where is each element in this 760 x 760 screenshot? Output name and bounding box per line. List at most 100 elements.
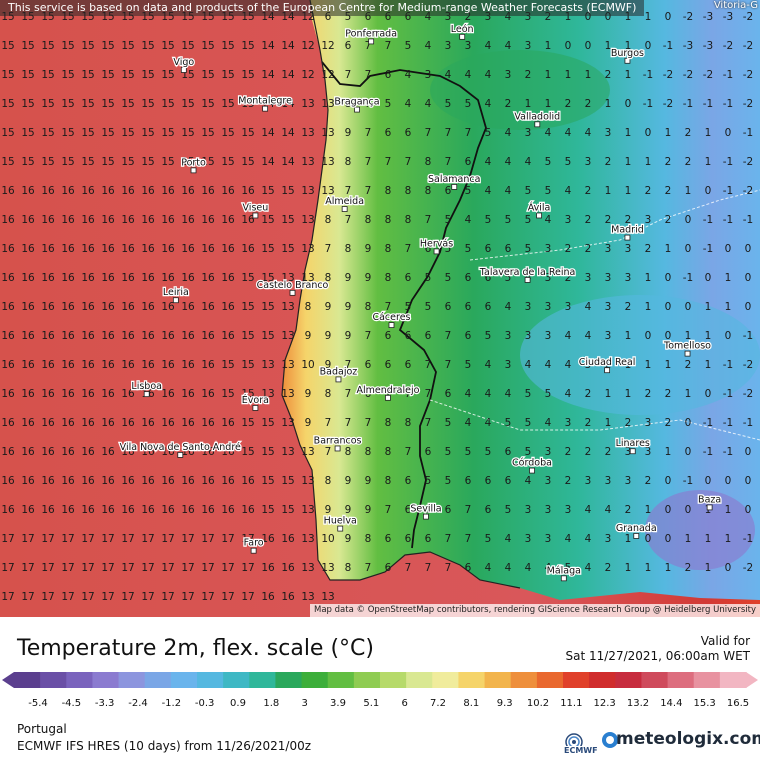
city-marker[interactable]: Sevilla: [409, 502, 443, 520]
grid-temperature-value: 5: [565, 562, 572, 574]
grid-temperature-value: 15: [261, 475, 274, 487]
city-marker[interactable]: Salamanca: [427, 173, 482, 190]
grid-temperature-value: 16: [201, 214, 215, 226]
city-marker[interactable]: Granada: [615, 522, 658, 539]
grid-temperature-value: 16: [41, 475, 55, 487]
grid-temperature-value: 15: [241, 446, 254, 458]
city-marker[interactable]: Málaga: [545, 564, 582, 582]
city-marker[interactable]: Almeida: [324, 195, 365, 212]
grid-temperature-value: 4: [545, 417, 552, 429]
grid-temperature-value: 16: [81, 301, 95, 313]
city-marker[interactable]: Vigo: [172, 56, 196, 73]
grid-temperature-value: 16: [161, 475, 175, 487]
grid-temperature-value: 15: [41, 69, 54, 81]
city-marker[interactable]: Ávila: [526, 200, 552, 219]
city-marker[interactable]: Almendralejo: [355, 384, 421, 401]
city-label: Ávila: [528, 201, 551, 213]
city-marker[interactable]: Madrid: [610, 223, 645, 241]
city-label: Ciudad Real: [579, 357, 636, 368]
color-scale-swatch: [353, 672, 381, 688]
grid-temperature-value: 13: [261, 388, 274, 400]
city-marker[interactable]: Porto: [180, 156, 207, 174]
grid-temperature-value: 0: [625, 98, 632, 110]
brand-area[interactable]: ECMWF meteologix.com: [564, 728, 760, 758]
city-marker[interactable]: Hervás: [419, 237, 454, 255]
city-marker[interactable]: Baza: [697, 493, 722, 511]
grid-temperature-value: 4: [425, 98, 432, 110]
grid-temperature-value: 5: [445, 214, 452, 226]
city-marker[interactable]: Vila Nova de Santo André: [118, 441, 242, 458]
grid-temperature-value: 17: [221, 562, 234, 574]
grid-temperature-value: 0: [565, 40, 572, 52]
city-marker[interactable]: Faro: [242, 536, 265, 554]
grid-temperature-value: 3: [565, 417, 572, 429]
grid-temperature-value: 4: [465, 214, 472, 226]
city-marker[interactable]: Barrancos: [312, 434, 363, 452]
grid-temperature-value: 16: [1, 388, 15, 400]
grid-temperature-value: 2: [505, 98, 512, 110]
city-marker[interactable]: Lisboa: [130, 380, 163, 398]
grid-temperature-value: 17: [121, 533, 134, 545]
grid-temperature-value: 0: [665, 11, 672, 23]
color-scale-tick-label: 11.1: [560, 698, 582, 708]
grid-temperature-value: 4: [405, 98, 412, 110]
city-marker[interactable]: Burgos: [610, 47, 645, 64]
city-marker[interactable]: Ciudad Real: [578, 356, 637, 374]
city-marker[interactable]: Leiria: [162, 286, 190, 304]
grid-temperature-value: 17: [81, 533, 94, 545]
grid-temperature-value: 3: [545, 475, 552, 487]
city-marker[interactable]: Valladolid: [513, 110, 561, 128]
grid-temperature-value: 4: [565, 330, 572, 342]
grid-temperature-value: 7: [405, 388, 412, 400]
grid-temperature-value: -2: [683, 11, 693, 23]
temperature-map[interactable]: 15 15 15 15 15 15 15 15 15 15 15 15 15 14 14 12 6 5 6 6 6 4 3 2…: [0, 0, 760, 617]
grid-temperature-value: 6: [425, 533, 432, 545]
grid-temperature-value: 9: [365, 475, 372, 487]
grid-temperature-value: 13: [301, 591, 314, 603]
grid-temperature-value: 15: [181, 40, 194, 52]
city-label: Vigo: [173, 57, 194, 68]
color-scale-swatch: [301, 672, 329, 688]
city-marker[interactable]: Montalegre: [237, 94, 293, 112]
grid-temperature-value: 6: [465, 272, 472, 284]
grid-temperature-value: 8: [425, 156, 432, 168]
grid-temperature-value: 16: [281, 533, 295, 545]
grid-temperature-value: 13: [301, 272, 314, 284]
city-marker[interactable]: Talavera de la Reina: [478, 266, 577, 283]
grid-temperature-value: 16: [201, 388, 215, 400]
grid-temperature-value: -1: [743, 214, 753, 226]
grid-temperature-value: 17: [201, 591, 214, 603]
city-marker[interactable]: Viseu: [241, 201, 270, 219]
city-marker[interactable]: Évora: [241, 393, 270, 411]
grid-temperature-value: 9: [345, 504, 352, 516]
grid-temperature-value: 9: [345, 330, 352, 342]
grid-temperature-value: 3: [465, 40, 472, 52]
city-marker[interactable]: Tomelloso: [662, 339, 712, 357]
city-marker[interactable]: León: [450, 23, 475, 40]
grid-temperature-value: 16: [1, 214, 15, 226]
city-marker[interactable]: Castelo Branco: [255, 279, 330, 296]
city-labels: León Ponferrada Vigo Burgos Montalegre Bragan…: [118, 23, 722, 582]
grid-temperature-value: 0: [585, 11, 592, 23]
city-marker[interactable]: Córdoba: [511, 456, 553, 474]
city-marker[interactable]: Badajoz: [318, 365, 359, 383]
city-marker[interactable]: Linares: [614, 437, 651, 455]
grid-temperature-value: 16: [221, 330, 235, 342]
city-marker[interactable]: Huelva: [322, 514, 358, 532]
grid-temperature-value: 15: [61, 98, 74, 110]
grid-temperature-value: 15: [1, 98, 14, 110]
grid-temperature-value: 17: [201, 562, 214, 574]
grid-temperature-value: 13: [301, 185, 314, 197]
city-marker[interactable]: Bragança: [333, 95, 381, 113]
grid-temperature-value: 17: [81, 591, 94, 603]
grid-temperature-value: 1: [705, 127, 712, 139]
city-marker[interactable]: Ponferrada: [344, 27, 398, 45]
grid-temperature-value: -1: [743, 127, 753, 139]
map-attribution[interactable]: Map data © OpenStreetMap contributors, r…: [310, 604, 760, 617]
grid-temperature-value: 13: [301, 156, 314, 168]
grid-temperature-value: 7: [365, 127, 372, 139]
city-label: Leiria: [163, 287, 189, 298]
city-marker[interactable]: Cáceres: [371, 311, 412, 328]
grid-temperature-value: 16: [21, 330, 35, 342]
grid-temperature-value: 13: [321, 562, 334, 574]
